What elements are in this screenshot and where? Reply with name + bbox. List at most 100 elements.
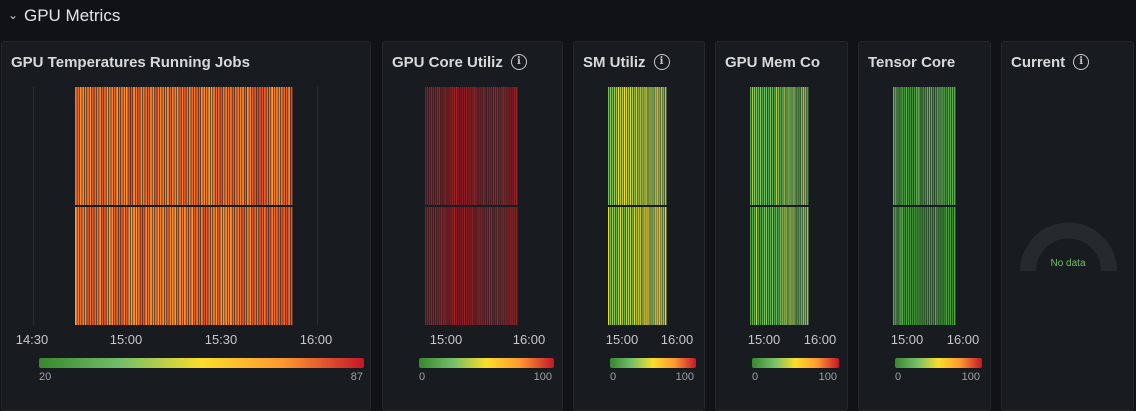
heatmap-cell xyxy=(179,207,181,325)
panel-current[interactable]: Current i No data xyxy=(1001,41,1134,411)
heatmap-cell xyxy=(101,207,104,325)
heatmap-cell xyxy=(167,87,169,205)
heatmap-cell xyxy=(487,207,489,325)
info-icon[interactable]: i xyxy=(510,54,527,70)
panel-title-text: GPU Core Utiliz xyxy=(392,53,503,71)
heatmap-cell xyxy=(500,207,502,325)
heatmap-cell xyxy=(104,207,106,325)
heatmap-cell xyxy=(899,87,901,205)
heatmap-cell xyxy=(167,207,169,325)
chevron-down-icon: ⌄ xyxy=(8,8,19,22)
info-icon[interactable]: i xyxy=(1073,54,1090,70)
info-icon[interactable]: i xyxy=(653,54,670,70)
heatmap-cell xyxy=(930,87,933,205)
heatmap-cell xyxy=(655,207,657,325)
heatmap-cell xyxy=(785,207,787,325)
heatmap-cell xyxy=(266,87,269,205)
heatmap-cell xyxy=(169,87,172,205)
gridline xyxy=(33,87,34,325)
heatmap-cell xyxy=(436,207,438,325)
heatmap-cell xyxy=(639,207,641,325)
heatmap-cell xyxy=(659,207,661,325)
heatmap-cell xyxy=(765,207,768,325)
legend-max-label: 100 xyxy=(675,371,694,383)
heatmap-cell xyxy=(283,87,286,205)
heatmap-cell xyxy=(924,207,926,325)
heatmap-cell xyxy=(895,87,897,205)
heatmap-cell xyxy=(428,87,431,205)
heatmap-cell xyxy=(425,87,427,205)
heatmap-sm-utilization xyxy=(608,87,667,325)
heatmap-cell xyxy=(641,87,643,205)
heatmap-cell xyxy=(937,87,939,205)
heatmap-cell xyxy=(213,207,215,325)
heatmap-cell xyxy=(263,87,266,205)
heatmap-cell xyxy=(473,87,475,205)
panel-title-text: GPU Mem Co xyxy=(725,53,821,71)
panel-gpu-core-utilization[interactable]: GPU Core Utiliz i 15:00 16:00 0 100 xyxy=(382,41,563,411)
heatmap-cell xyxy=(246,87,249,205)
panel-title: Current i xyxy=(1011,52,1126,72)
heatmap-cell xyxy=(753,207,756,325)
heatmap-cell xyxy=(91,87,94,205)
heatmap-cell xyxy=(254,87,257,205)
row-title: GPU Metrics xyxy=(24,6,121,25)
heatmap-cell xyxy=(171,207,174,325)
panel-sm-utilization[interactable]: SM Utiliz i 15:00 16:00 0 100 xyxy=(573,41,705,411)
heatmap-cell xyxy=(426,207,429,325)
heatmap-cell xyxy=(935,87,937,205)
heatmap-cell xyxy=(763,87,766,205)
heatmap-cell xyxy=(481,87,483,205)
x-tick-label: 16:00 xyxy=(803,332,837,347)
heatmap-cell xyxy=(142,87,145,205)
heatmap-cell xyxy=(920,207,922,325)
heatmap-core-utilization xyxy=(425,87,518,325)
legend-max-label: 100 xyxy=(818,371,837,383)
heatmap-cell xyxy=(159,207,162,325)
heatmap-cell xyxy=(759,207,762,325)
heatmap-cell xyxy=(799,87,801,205)
heatmap-cell xyxy=(121,87,123,205)
heatmap-gpu-mem xyxy=(750,87,809,325)
heatmap-cell xyxy=(508,87,510,205)
heatmap-cell xyxy=(99,207,102,325)
heatmap-cell xyxy=(157,87,160,205)
heatmap-cell xyxy=(430,207,433,325)
heatmap-cell xyxy=(631,207,633,325)
color-scale-legend xyxy=(39,358,364,368)
panel-tensor-core[interactable]: Tensor Core 15:00 16:00 0 100 xyxy=(858,41,991,411)
heatmap-cell xyxy=(504,87,506,205)
heatmap-cell xyxy=(125,87,128,205)
heatmap-cell xyxy=(471,207,473,325)
heatmap-cell xyxy=(133,87,135,205)
heatmap-cell xyxy=(922,87,924,205)
gridline xyxy=(317,87,318,325)
heatmap-cell xyxy=(147,207,150,325)
heatmap-cell xyxy=(793,87,795,205)
heatmap-cell xyxy=(101,87,104,205)
heatmap-cell xyxy=(288,207,290,325)
panel-gpu-temperatures[interactable]: GPU Temperatures Running Jobs 14:30 15:0… xyxy=(1,41,371,411)
heatmap-cell xyxy=(775,207,777,325)
heatmap-cell xyxy=(145,87,148,205)
heatmap-cell xyxy=(473,207,475,325)
heatmap-cell xyxy=(75,87,77,205)
heatmap-cell xyxy=(276,87,278,205)
row-header-gpu-metrics[interactable]: ⌄ GPU Metrics xyxy=(8,4,120,28)
heatmap-cell xyxy=(787,87,789,205)
heatmap-cell xyxy=(635,207,637,325)
heatmap-cell xyxy=(456,207,458,325)
heatmap-cell xyxy=(479,87,481,205)
heatmap-cell xyxy=(789,87,791,205)
heatmap-cell xyxy=(613,87,616,205)
panel-gpu-mem[interactable]: GPU Mem Co 15:00 16:00 0 100 xyxy=(715,41,848,411)
heatmap-cell xyxy=(918,87,920,205)
heatmap-cell xyxy=(96,87,99,205)
heatmap-cell xyxy=(510,207,512,325)
heatmap-cell xyxy=(609,87,612,205)
heatmap-cell xyxy=(222,207,225,325)
heatmap-cell xyxy=(79,87,82,205)
heatmap-cell xyxy=(200,87,203,205)
heatmap-cell xyxy=(125,207,128,325)
heatmap-cell xyxy=(767,207,770,325)
